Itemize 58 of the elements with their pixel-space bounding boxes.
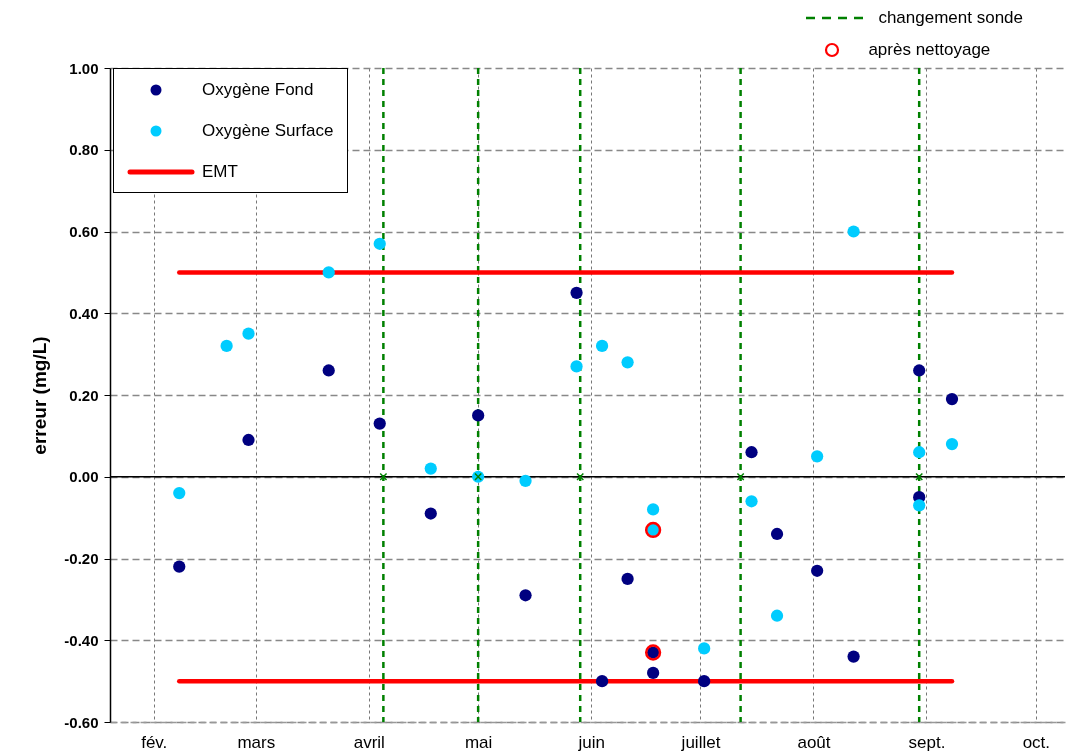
point <box>945 437 959 451</box>
legend-label: Oxygène Surface <box>202 120 334 141</box>
y-tick-label: -0.60 <box>64 713 99 731</box>
point <box>646 666 660 680</box>
x-tick-label: fév. <box>141 732 168 752</box>
x-tick-label: mai <box>464 732 493 752</box>
legend-label: Oxygène Fond <box>202 79 314 100</box>
point <box>322 364 335 377</box>
point <box>698 675 711 688</box>
y-tick-label: 1.00 <box>69 59 99 77</box>
point <box>373 237 386 250</box>
point <box>745 495 758 508</box>
x-tick-label: avril <box>353 732 385 752</box>
point <box>811 564 824 577</box>
point <box>915 472 924 481</box>
point <box>424 507 437 520</box>
point <box>698 642 711 655</box>
y-tick-label: 0.00 <box>69 468 99 486</box>
point <box>595 339 609 353</box>
point <box>472 409 485 422</box>
x-tick-label: oct. <box>1022 732 1051 752</box>
point <box>847 225 860 238</box>
y-tick-label: -0.40 <box>64 631 99 649</box>
point <box>646 503 660 516</box>
point <box>913 446 926 459</box>
point <box>913 499 926 512</box>
point <box>570 286 583 299</box>
point <box>945 392 959 406</box>
point <box>373 417 386 430</box>
point <box>621 572 634 586</box>
point <box>595 675 609 688</box>
point <box>322 266 335 279</box>
point <box>424 462 437 475</box>
point <box>913 364 926 377</box>
point <box>576 472 585 481</box>
point <box>519 474 532 487</box>
legend-label: après nettoyage <box>868 40 991 60</box>
point <box>745 446 758 459</box>
x-tick-label: juillet <box>680 732 721 752</box>
point <box>770 609 784 622</box>
x-tick-label: mars <box>237 732 276 752</box>
x-tick-label: juin <box>577 732 605 752</box>
point <box>570 360 583 373</box>
y-tick-label: 0.80 <box>69 141 99 159</box>
legend-label: EMT <box>202 161 238 182</box>
x-tick-label: sept. <box>908 732 946 752</box>
point <box>519 589 532 602</box>
y-axis-title: erreur (mg/L) <box>29 336 51 455</box>
point <box>621 356 634 369</box>
y-tick-label: 0.40 <box>69 304 99 322</box>
x-tick-label: août <box>797 732 831 752</box>
y-tick-label: -0.20 <box>64 550 99 567</box>
point <box>847 650 860 663</box>
legend-label: changement sonde <box>878 8 1023 28</box>
y-tick-label: 0.60 <box>69 223 99 240</box>
point <box>811 450 824 463</box>
point <box>770 527 784 541</box>
y-tick-label: 0.20 <box>69 386 99 404</box>
